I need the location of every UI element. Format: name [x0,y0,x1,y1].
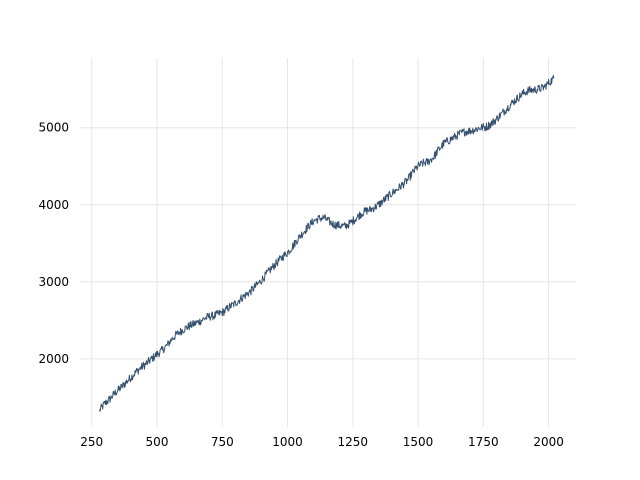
y-tick-label: 2000 [38,352,69,366]
y-tick-label: 5000 [38,121,69,135]
x-tick-label: 1750 [468,435,499,449]
series-line [99,74,555,412]
x-tick-label: 500 [146,435,169,449]
x-tick-label: 2000 [533,435,564,449]
x-tick-label: 1500 [403,435,434,449]
series-layer [99,74,555,412]
x-tick-label: 1250 [338,435,369,449]
y-tick-label: 4000 [38,198,69,212]
x-tick-label: 750 [211,435,234,449]
y-tick-label: 3000 [38,275,69,289]
y-gridlines [80,127,576,360]
x-tick-label: 1000 [272,435,303,449]
x-tick-label: 250 [80,435,103,449]
x-gridlines [91,58,550,427]
x-tick-labels: 250 500 750 1000 1250 1500 1750 2000 [80,435,564,449]
y-tick-labels: 2000 3000 4000 5000 [38,121,69,366]
